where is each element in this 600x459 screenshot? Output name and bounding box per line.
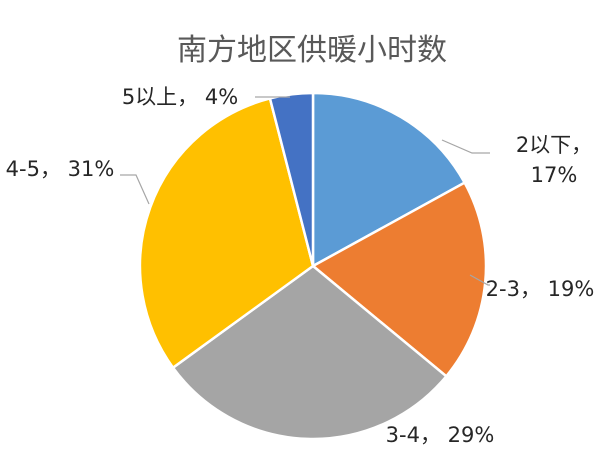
data-label-line: 5以上， 4% [122,85,238,109]
data-label-line: 17% [531,163,578,187]
leader-line-2 [469,274,490,286]
data-label-5: 5以上， 4% [122,85,238,109]
leader-lines [120,96,490,286]
data-label-line: 4-5， 31% [6,157,115,181]
data-label-line: 2以下， [516,133,592,157]
pie-slice-1 [311,91,467,269]
data-label-3: 3-4， 29% [386,423,495,447]
data-label-2: 2-3， 19% [486,277,595,301]
data-labels: 2以下， 17% 2-3， 19% 3-4， 29% 4-5， 31% 5以上， 4% [6,85,595,447]
pie-slice-5 [268,91,315,267]
pie-slice-4 [138,96,315,370]
pie-slice-2 [310,180,488,379]
data-label-4: 4-5， 31% [6,157,115,181]
data-label-line: 2-3， 19% [486,277,595,301]
pie-slice-3 [171,264,449,441]
pie-slices [138,91,488,441]
leader-line-4 [120,174,150,205]
data-label-1: 2以下， 17% [516,133,592,187]
data-label-line: 3-4， 29% [386,423,495,447]
chart-title: 南方地区供暖小时数 [177,33,447,68]
leader-line-1 [441,139,490,154]
